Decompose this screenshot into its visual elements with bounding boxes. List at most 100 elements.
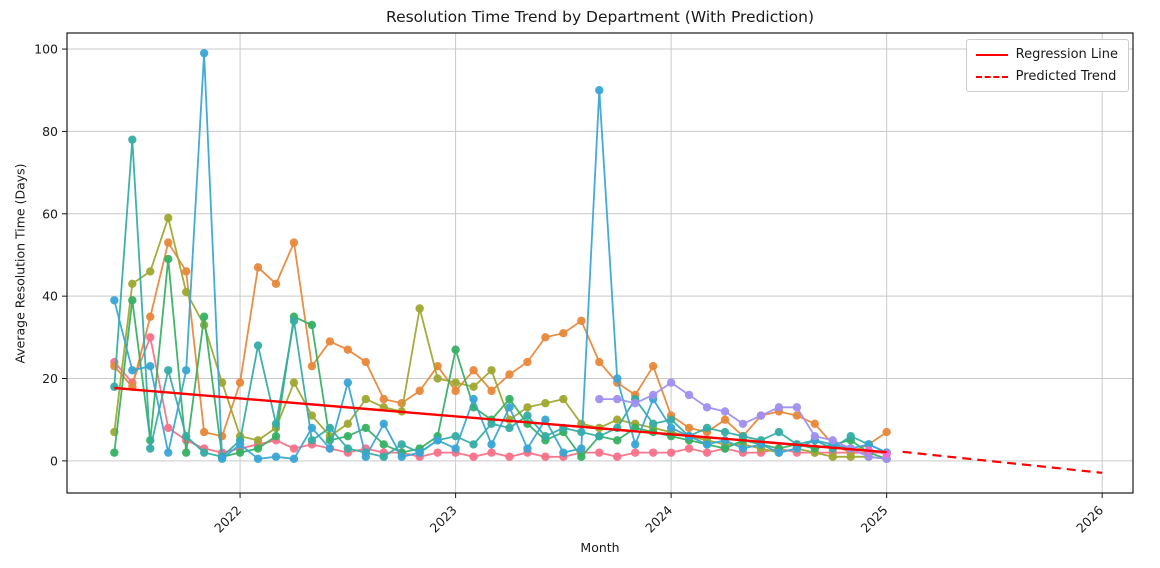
data-point	[235, 448, 245, 457]
data-point	[181, 431, 191, 441]
y-tick-label: 80	[42, 124, 58, 139]
data-point	[289, 454, 299, 464]
data-point	[702, 403, 712, 412]
data-point	[146, 267, 155, 276]
data-point	[541, 333, 550, 342]
series-department-orange	[110, 238, 891, 457]
data-point	[397, 440, 406, 449]
data-point	[774, 403, 784, 412]
plot-border	[66, 32, 1134, 494]
data-point	[469, 452, 478, 461]
data-point	[343, 431, 353, 441]
data-point	[810, 431, 820, 441]
data-point	[343, 345, 353, 354]
data-point	[864, 452, 873, 461]
data-point	[199, 448, 209, 457]
data-point	[289, 316, 299, 326]
data-point	[792, 444, 802, 453]
data-point	[577, 316, 586, 326]
data-point	[595, 431, 604, 441]
data-point	[720, 444, 730, 453]
data-point	[325, 337, 335, 346]
data-point	[253, 454, 263, 464]
data-point	[164, 213, 173, 223]
data-point	[361, 423, 370, 433]
data-point	[720, 427, 730, 437]
data-point	[271, 431, 281, 441]
data-point	[577, 452, 586, 461]
data-point	[253, 263, 263, 272]
data-point	[361, 452, 370, 461]
data-point	[631, 440, 640, 449]
legend-label: Predicted Trend	[1015, 69, 1117, 84]
data-point	[397, 452, 406, 461]
data-point	[541, 431, 550, 441]
data-point	[253, 341, 263, 350]
data-point	[738, 431, 748, 441]
data-point	[379, 440, 388, 449]
data-point	[164, 254, 173, 264]
data-point	[451, 386, 460, 396]
data-point	[235, 378, 245, 387]
data-point	[613, 374, 622, 383]
data-point	[181, 448, 191, 457]
data-point	[684, 444, 694, 453]
data-point	[415, 386, 424, 396]
legend-item-predicted-trend: Predicted Trend	[975, 69, 1118, 84]
data-point	[792, 411, 802, 420]
series-line	[113, 239, 888, 454]
data-point	[666, 423, 676, 433]
data-point	[738, 419, 748, 429]
data-point	[523, 403, 532, 412]
data-point	[307, 423, 317, 433]
data-point	[379, 452, 388, 461]
data-point	[523, 411, 532, 420]
data-point	[720, 415, 730, 424]
data-point	[217, 454, 227, 464]
data-point	[325, 444, 335, 453]
data-point	[756, 411, 766, 420]
data-point	[792, 403, 802, 412]
data-point	[343, 378, 353, 387]
data-point	[271, 419, 281, 429]
data-point	[595, 448, 604, 457]
data-point	[559, 448, 568, 457]
data-point	[433, 436, 442, 445]
data-point	[181, 287, 191, 297]
data-point	[289, 378, 299, 387]
data-point	[146, 333, 155, 342]
data-point	[451, 444, 460, 453]
data-point	[541, 415, 550, 424]
data-point	[361, 394, 370, 404]
data-point	[487, 366, 496, 375]
data-point	[666, 448, 676, 457]
legend-label: Regression Line	[1015, 47, 1118, 62]
data-point	[595, 394, 604, 404]
data-point	[810, 419, 820, 429]
data-point	[882, 427, 891, 437]
data-point	[559, 394, 568, 404]
chart-title: Resolution Time Trend by Department (Wit…	[386, 8, 814, 26]
data-point	[613, 415, 622, 424]
data-point	[469, 440, 478, 449]
data-point	[343, 444, 353, 453]
data-point	[128, 279, 137, 288]
data-point	[684, 390, 694, 400]
data-point	[146, 361, 155, 371]
data-point	[648, 390, 658, 400]
data-point	[613, 436, 622, 445]
data-point	[379, 419, 388, 429]
data-point	[271, 452, 281, 461]
data-point	[648, 448, 658, 457]
data-point	[577, 444, 586, 453]
data-point	[595, 357, 604, 367]
y-tick-label: 100	[34, 42, 58, 57]
data-point	[110, 448, 119, 457]
data-point	[487, 386, 496, 396]
data-point	[828, 452, 837, 461]
data-point	[325, 423, 335, 433]
data-point	[271, 279, 281, 288]
data-point	[487, 440, 496, 449]
